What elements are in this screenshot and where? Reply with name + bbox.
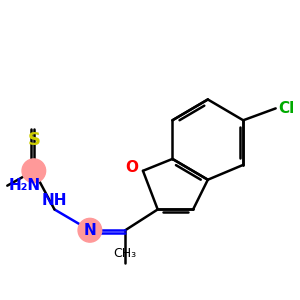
Text: CH₃: CH₃ xyxy=(114,247,137,260)
Circle shape xyxy=(22,159,46,183)
Circle shape xyxy=(78,218,102,242)
Text: O: O xyxy=(125,160,139,175)
Text: H₂N: H₂N xyxy=(9,178,41,193)
Text: NH: NH xyxy=(42,193,67,208)
Text: S: S xyxy=(27,131,40,149)
Text: Cl: Cl xyxy=(279,101,295,116)
Text: N: N xyxy=(83,223,96,238)
